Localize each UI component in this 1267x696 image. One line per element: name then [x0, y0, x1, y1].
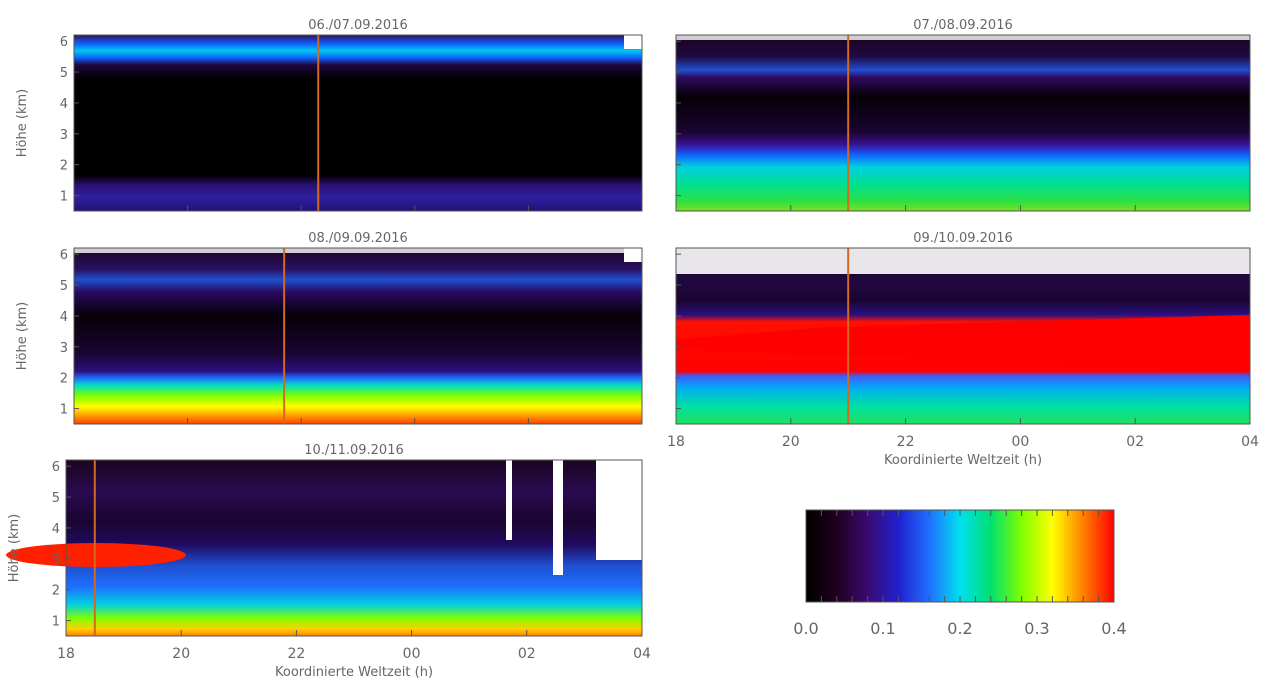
plot-frame [675, 34, 1251, 212]
x-tick-label: 22 [897, 434, 915, 450]
y-axis-label: Höhe (km) [7, 514, 22, 582]
plot-frame [65, 459, 643, 637]
plot-frame [675, 247, 1251, 425]
x-tick-label: 20 [172, 646, 190, 662]
y-axis-label: Höhe (km) [15, 302, 30, 370]
y-tick-label: 6 [60, 35, 68, 50]
panel-title: 06./07.09.2016 [308, 18, 408, 33]
y-tick-label: 1 [60, 190, 68, 205]
aerosol-layer [676, 314, 1250, 372]
panel-title: 09./10.09.2016 [913, 231, 1013, 246]
colorbar: 0.0 0.1 0.2 0.3 0.4 [793, 509, 1127, 638]
missing-data [506, 460, 512, 540]
heatmap-field [74, 35, 642, 211]
y-axis-label: Höhe (km) [15, 89, 30, 157]
missing-data [676, 35, 1250, 40]
missing-data [553, 460, 563, 575]
colorbar-tick-label: 0.2 [947, 619, 972, 638]
colorbar-tick-label: 0.3 [1024, 619, 1049, 638]
missing-data [676, 248, 1250, 274]
panel-title: 08./09.09.2016 [308, 231, 408, 246]
panel-5: 10./11.09.2016 1 2 3 4 5 6 Höhe (km) 18 20 22 00 02 0… [6, 443, 651, 680]
x-tick-label: 20 [782, 434, 800, 450]
colorbar-tick-label: 0.4 [1101, 619, 1126, 638]
y-tick-label: 2 [52, 584, 60, 599]
colorbar-tick-label: 0.0 [793, 619, 818, 638]
y-tick-label: 2 [60, 372, 68, 387]
y-tick-label: 6 [60, 248, 68, 263]
y-tick-label: 1 [60, 403, 68, 418]
panel-3: 08./09.09.2016 1 2 3 4 5 6 Höhe (km) [15, 231, 643, 425]
heatmap-field [676, 35, 1250, 211]
y-tick-label: 5 [52, 491, 60, 506]
y-tick-label: 2 [60, 159, 68, 174]
x-tick-label: 02 [518, 646, 536, 662]
y-tick-label: 6 [52, 460, 60, 475]
heatmap-field [74, 248, 642, 424]
x-tick-label: 18 [667, 434, 685, 450]
colorbar-tick-label: 0.1 [870, 619, 895, 638]
y-tick-label: 4 [60, 310, 68, 325]
y-tick-label: 4 [52, 522, 60, 537]
y-tick-label: 1 [52, 615, 60, 630]
panel-4: 09./10.09.2016 18 20 22 00 02 04 Koordinierte W… [667, 231, 1259, 468]
x-tick-label: 22 [287, 646, 305, 662]
y-tick-label: 3 [52, 553, 60, 568]
x-tick-label: 02 [1126, 434, 1144, 450]
x-axis-label: Koordinierte Weltzeit (h) [884, 453, 1042, 468]
x-axis-label: Koordinierte Weltzeit (h) [275, 665, 433, 680]
panel-title: 10./11.09.2016 [304, 443, 404, 458]
missing-data [624, 35, 642, 49]
x-tick-label: 18 [57, 646, 75, 662]
plot-frame [73, 247, 643, 425]
y-tick-label: 5 [60, 279, 68, 294]
x-tick-label: 00 [1011, 434, 1029, 450]
colorbar-scale [805, 509, 1115, 603]
plot-frame [73, 34, 643, 212]
y-tick-label: 3 [60, 341, 68, 356]
x-tick-label: 04 [1241, 434, 1259, 450]
panel-2: 07./08.09.2016 [675, 18, 1251, 212]
missing-data [631, 460, 651, 520]
panel-1: 06./07.09.2016 1 2 3 4 5 6 Höhe (km) [15, 18, 643, 212]
panel-title: 07./08.09.2016 [913, 18, 1013, 33]
missing-data [74, 248, 642, 253]
y-tick-label: 5 [60, 66, 68, 81]
aerosol-layer [6, 543, 186, 568]
y-tick-label: 4 [60, 97, 68, 112]
y-tick-label: 3 [60, 128, 68, 143]
x-tick-label: 00 [403, 646, 421, 662]
x-tick-label: 04 [633, 646, 651, 662]
missing-data [624, 248, 642, 262]
